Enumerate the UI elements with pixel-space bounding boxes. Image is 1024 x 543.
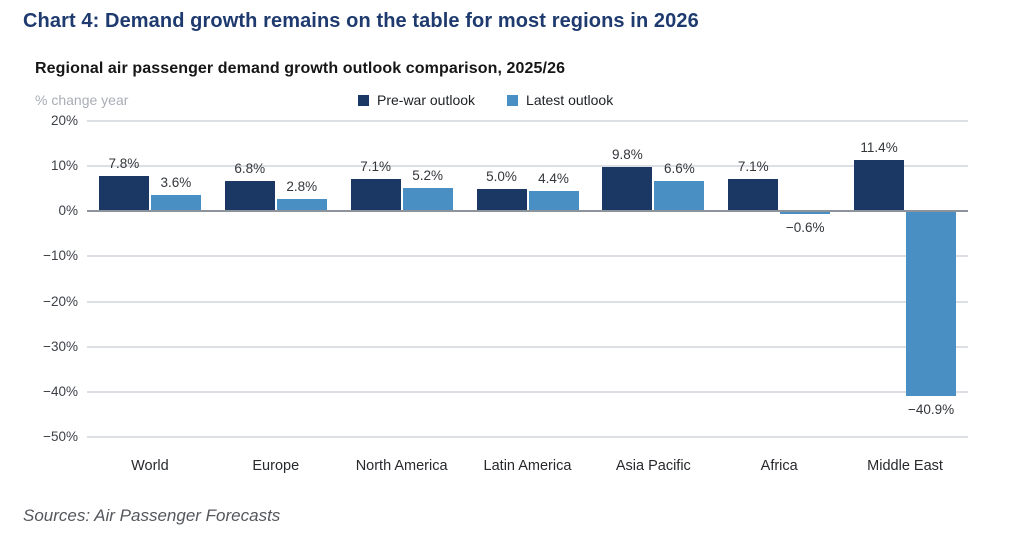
- bar-value-label: 7.8%: [108, 156, 140, 172]
- chart-legend: Pre-war outlook Latest outlook: [358, 92, 613, 108]
- y-tick-label: −10%: [43, 248, 78, 264]
- source-note: Sources: Air Passenger Forecasts: [23, 506, 281, 525]
- bar-value-label: 3.6%: [160, 175, 192, 191]
- bar-middle-east-pre-war: [854, 159, 905, 212]
- x-category-label: North America: [355, 458, 448, 474]
- bar-asia-pacific-latest: [654, 181, 705, 212]
- legend-label: Latest outlook: [526, 92, 614, 108]
- y-axis-caption: % change year: [35, 92, 129, 108]
- bar-value-label: 6.8%: [234, 160, 266, 176]
- bar-value-label: 2.8%: [286, 178, 318, 194]
- x-category-label: Middle East: [867, 458, 943, 474]
- y-tick-label: 20%: [50, 113, 78, 128]
- x-category-label: Latin America: [483, 458, 572, 474]
- y-tick-label: 0%: [58, 203, 78, 219]
- bar-value-label: −40.9%: [907, 401, 955, 417]
- bar-north-america-pre-war: [350, 179, 401, 212]
- chart-subtitle: Regional air passenger demand growth out…: [35, 60, 566, 77]
- bar-value-label: 5.0%: [486, 168, 517, 184]
- gridline: [87, 300, 968, 303]
- y-tick-label: 10%: [50, 158, 78, 174]
- bar-value-label: 4.4%: [538, 171, 569, 187]
- bar-value-label: 7.1%: [360, 159, 392, 175]
- bar-asia-pacific-pre-war: [602, 167, 653, 212]
- bar-africa-pre-war: [728, 179, 779, 212]
- bar-value-label: 11.4%: [860, 139, 898, 155]
- y-tick-label: −40%: [43, 383, 78, 399]
- bar-value-label: 6.6%: [663, 161, 695, 177]
- bar-latin-america-latest: [528, 191, 579, 212]
- bar-europe-pre-war: [224, 180, 275, 212]
- bar-value-label: 5.2%: [412, 167, 444, 183]
- bar-world-latest: [150, 195, 201, 212]
- gridline: [87, 120, 968, 122]
- legend-label: Pre-war outlook: [377, 92, 476, 108]
- gridline: [87, 436, 968, 438]
- gridline: [87, 255, 968, 258]
- x-category-label: World: [131, 458, 169, 474]
- bar-europe-latest: [276, 198, 327, 212]
- x-category-label: Africa: [760, 458, 798, 474]
- bar-north-america-latest: [402, 187, 453, 212]
- bar-value-label: −0.6%: [785, 219, 825, 235]
- x-category-label: Europe: [252, 458, 300, 474]
- legend-item-pre-war-outlook: Pre-war outlook: [358, 92, 475, 108]
- bar-middle-east-latest: [906, 211, 957, 396]
- pre-war-swatch-icon: [358, 94, 369, 106]
- bar-latin-america-pre-war: [476, 188, 527, 212]
- y-tick-label: −30%: [43, 338, 78, 354]
- bar-value-label: 7.1%: [737, 159, 769, 175]
- gridline: [87, 390, 968, 393]
- latest-swatch-icon: [507, 94, 519, 106]
- legend-item-latest-outlook: Latest outlook: [507, 92, 613, 108]
- x-category-label: Asia Pacific: [615, 458, 691, 474]
- bar-world-pre-war: [98, 176, 149, 212]
- y-tick-label: −50%: [43, 429, 78, 444]
- y-tick-label: −20%: [43, 293, 78, 309]
- gridline: [87, 345, 968, 348]
- gridline: [87, 165, 968, 168]
- chart-title: Chart 4: Demand growth remains on the ta…: [23, 10, 699, 32]
- bar-value-label: 9.8%: [611, 147, 643, 163]
- bar-africa-latest: [780, 211, 831, 214]
- x-axis-zero-line: [87, 210, 968, 213]
